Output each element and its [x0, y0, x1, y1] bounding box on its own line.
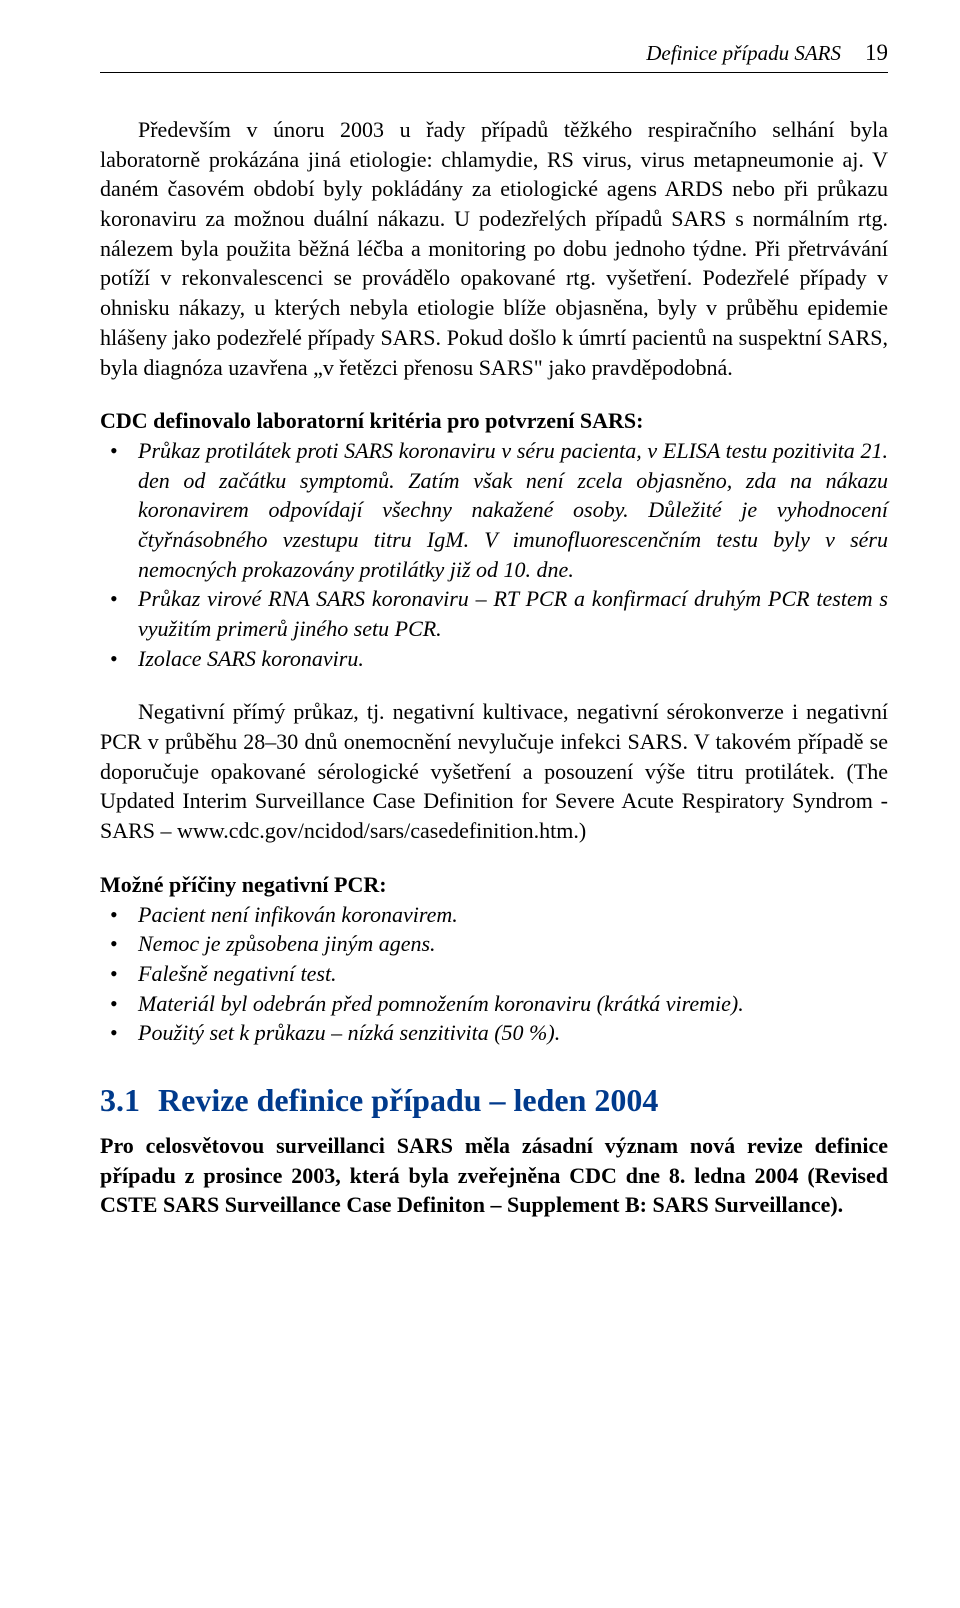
causes-list: Pacient není infikován koronavirem. Nemo… [100, 900, 888, 1048]
final-paragraph: Pro celosvětovou surveillanci SARS měla … [100, 1131, 888, 1220]
criteria-heading: CDC definovalo laboratorní kritéria pro … [100, 406, 888, 436]
list-item: Průkaz virové RNA SARS koronaviru – RT P… [138, 584, 888, 643]
list-item: Materiál byl odebrán před pomnožením kor… [138, 989, 888, 1019]
negative-paragraph: Negativní přímý průkaz, tj. negativní ku… [100, 697, 888, 845]
causes-heading: Možné příčiny negativní PCR: [100, 870, 888, 900]
page-number: 19 [865, 40, 888, 66]
list-item: Průkaz protilátek proti SARS koronaviru … [138, 436, 888, 584]
header-rule [100, 72, 888, 73]
criteria-list: Průkaz protilátek proti SARS koronaviru … [100, 436, 888, 674]
list-item: Použitý set k průkazu – nízká senzitivit… [138, 1018, 888, 1048]
list-item: Nemoc je způsobena jiným agens. [138, 929, 888, 959]
section-number: 3.1 [100, 1082, 140, 1118]
intro-paragraph: Především v únoru 2003 u řady případů tě… [100, 115, 888, 382]
section-heading: 3.1 Revize definice případu – leden 2004 [100, 1082, 888, 1119]
list-item: Izolace SARS koronaviru. [138, 644, 888, 674]
list-item: Falešně negativní test. [138, 959, 888, 989]
list-item: Pacient není infikován koronavirem. [138, 900, 888, 930]
section-title: Revize definice případu – leden 2004 [158, 1082, 658, 1118]
running-header: Definice případu SARS 19 [100, 40, 888, 66]
running-title: Definice případu SARS [646, 41, 841, 66]
page: Definice případu SARS 19 Především v úno… [0, 0, 960, 1608]
